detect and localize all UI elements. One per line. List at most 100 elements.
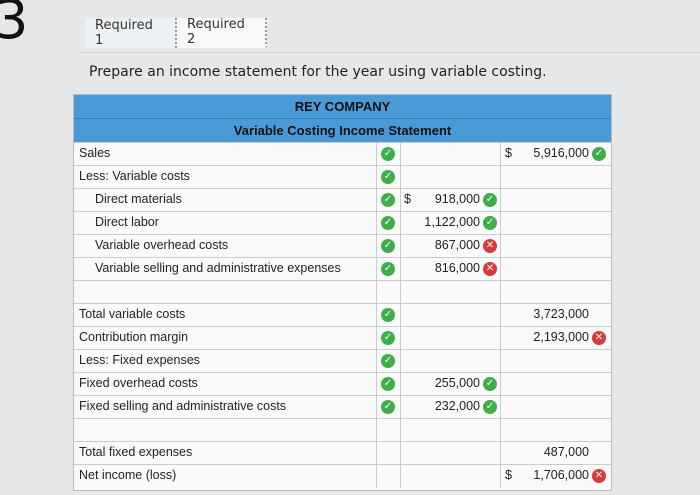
statement-row: Less: Fixed expenses ✓	[74, 349, 611, 373]
cell-divider	[500, 281, 501, 304]
cell-divider	[500, 465, 501, 488]
x-circle-icon: ✕	[592, 469, 606, 483]
check-circle-icon: ✓	[381, 216, 395, 230]
dollar-sign: $	[404, 192, 411, 206]
statement-row: Less: Variable costs ✓	[74, 165, 611, 189]
tab-divider	[78, 52, 700, 53]
statement-row: Direct materials ✓ $918,000 ✓	[74, 188, 611, 212]
statement-row: Direct labor ✓ 1,122,000 ✓	[74, 211, 611, 235]
statement-row: Net income (loss) $1,706,000 ✕	[74, 464, 611, 488]
check-circle-icon: ✓	[381, 170, 395, 184]
row-label[interactable]: Fixed overhead costs	[79, 376, 198, 390]
cell-divider	[400, 465, 401, 488]
amount-input[interactable]: 816,000	[434, 261, 480, 275]
cell-divider	[400, 235, 401, 258]
amount-input[interactable]: 2,193,000	[533, 330, 589, 344]
amount-input[interactable]: 867,000	[434, 238, 480, 252]
cell-divider	[376, 281, 377, 304]
cell-divider	[500, 327, 501, 350]
statement-row	[74, 418, 611, 442]
row-label[interactable]: Contribution margin	[79, 330, 189, 344]
amount-input[interactable]: 1,706,000	[533, 468, 589, 482]
x-circle-icon: ✕	[592, 331, 606, 345]
row-label[interactable]: Variable selling and administrative expe…	[95, 261, 341, 275]
instruction-text: Prepare an income statement for the year…	[89, 64, 547, 80]
cell-divider	[500, 166, 501, 189]
tab-required-1[interactable]: Required 1	[85, 18, 177, 48]
amount-input[interactable]: 3,723,000	[533, 307, 589, 321]
company-name: REY COMPANY	[74, 95, 611, 119]
check-circle-icon: ✓	[381, 193, 395, 207]
cell-divider	[376, 419, 377, 442]
cell-divider	[500, 258, 501, 281]
amount-input[interactable]: 1,122,000	[424, 215, 480, 229]
cell-divider	[500, 235, 501, 258]
tab-required-2[interactable]: Required 2	[177, 17, 267, 48]
statement-title: Variable Costing Income Statement	[74, 119, 611, 142]
cell-divider	[400, 189, 401, 212]
dollar-sign: $	[505, 468, 512, 482]
row-label[interactable]: Fixed selling and administrative costs	[79, 399, 287, 413]
row-label[interactable]: Direct materials	[95, 192, 182, 206]
row-label[interactable]: Less: Fixed expenses	[79, 353, 200, 367]
check-circle-icon: ✓	[483, 400, 497, 414]
cell-divider	[376, 396, 377, 419]
check-circle-icon: ✓	[381, 354, 395, 368]
statement-row: Fixed selling and administrative costs ✓ 2…	[74, 395, 611, 419]
cell-divider	[500, 350, 501, 373]
cell-divider	[400, 442, 401, 465]
cell-divider	[500, 143, 501, 166]
cell-divider	[400, 304, 401, 327]
cell-divider	[500, 396, 501, 419]
check-circle-icon: ✓	[483, 193, 497, 207]
amount-input[interactable]: 918,000	[434, 192, 480, 206]
amount-input[interactable]: 255,000	[434, 376, 480, 390]
row-label[interactable]: Variable overhead costs	[95, 238, 229, 252]
cell-divider	[376, 442, 377, 465]
check-circle-icon: ✓	[483, 377, 497, 391]
step-number: 3	[0, 0, 29, 51]
row-label[interactable]: Total fixed expenses	[79, 445, 193, 459]
check-circle-icon: ✓	[381, 400, 395, 414]
cell-divider	[500, 212, 501, 235]
check-circle-icon: ✓	[381, 239, 395, 253]
row-label[interactable]: Less: Variable costs	[79, 169, 190, 183]
cell-divider	[400, 396, 401, 419]
row-label[interactable]: Direct labor	[95, 215, 159, 229]
cell-divider	[500, 189, 501, 212]
cell-divider	[400, 373, 401, 396]
x-circle-icon: ✕	[483, 262, 497, 276]
cell-divider	[376, 143, 377, 166]
statement-row: Total fixed expenses 487,000	[74, 441, 611, 465]
amount-input[interactable]: 5,916,000	[533, 146, 589, 160]
cell-divider	[400, 258, 401, 281]
cell-divider	[500, 373, 501, 396]
amount-input[interactable]: 487,000	[543, 445, 589, 459]
cell-divider	[400, 212, 401, 235]
statement-row: Total variable costs ✓ 3,723,000	[74, 303, 611, 327]
row-label[interactable]: Total variable costs	[79, 307, 186, 321]
dollar-sign: $	[505, 146, 512, 160]
cell-divider	[400, 419, 401, 442]
cell-divider	[376, 373, 377, 396]
check-circle-icon: ✓	[483, 216, 497, 230]
amount-input[interactable]: 232,000	[434, 399, 480, 413]
cell-divider	[376, 235, 377, 258]
row-label[interactable]: Sales	[79, 146, 111, 160]
cell-divider	[400, 281, 401, 304]
cell-divider	[400, 143, 401, 166]
check-circle-icon: ✓	[381, 331, 395, 345]
cell-divider	[500, 442, 501, 465]
x-circle-icon: ✕	[483, 239, 497, 253]
cell-divider	[376, 327, 377, 350]
cell-divider	[500, 304, 501, 327]
cell-divider	[400, 166, 401, 189]
cell-divider	[376, 258, 377, 281]
cell-divider	[400, 350, 401, 373]
statement-row: Contribution margin ✓ 2,193,000 ✕	[74, 326, 611, 350]
row-label[interactable]: Net income (loss)	[79, 468, 177, 482]
cell-divider	[400, 327, 401, 350]
check-circle-icon: ✓	[381, 262, 395, 276]
check-circle-icon: ✓	[381, 377, 395, 391]
cell-divider	[376, 304, 377, 327]
